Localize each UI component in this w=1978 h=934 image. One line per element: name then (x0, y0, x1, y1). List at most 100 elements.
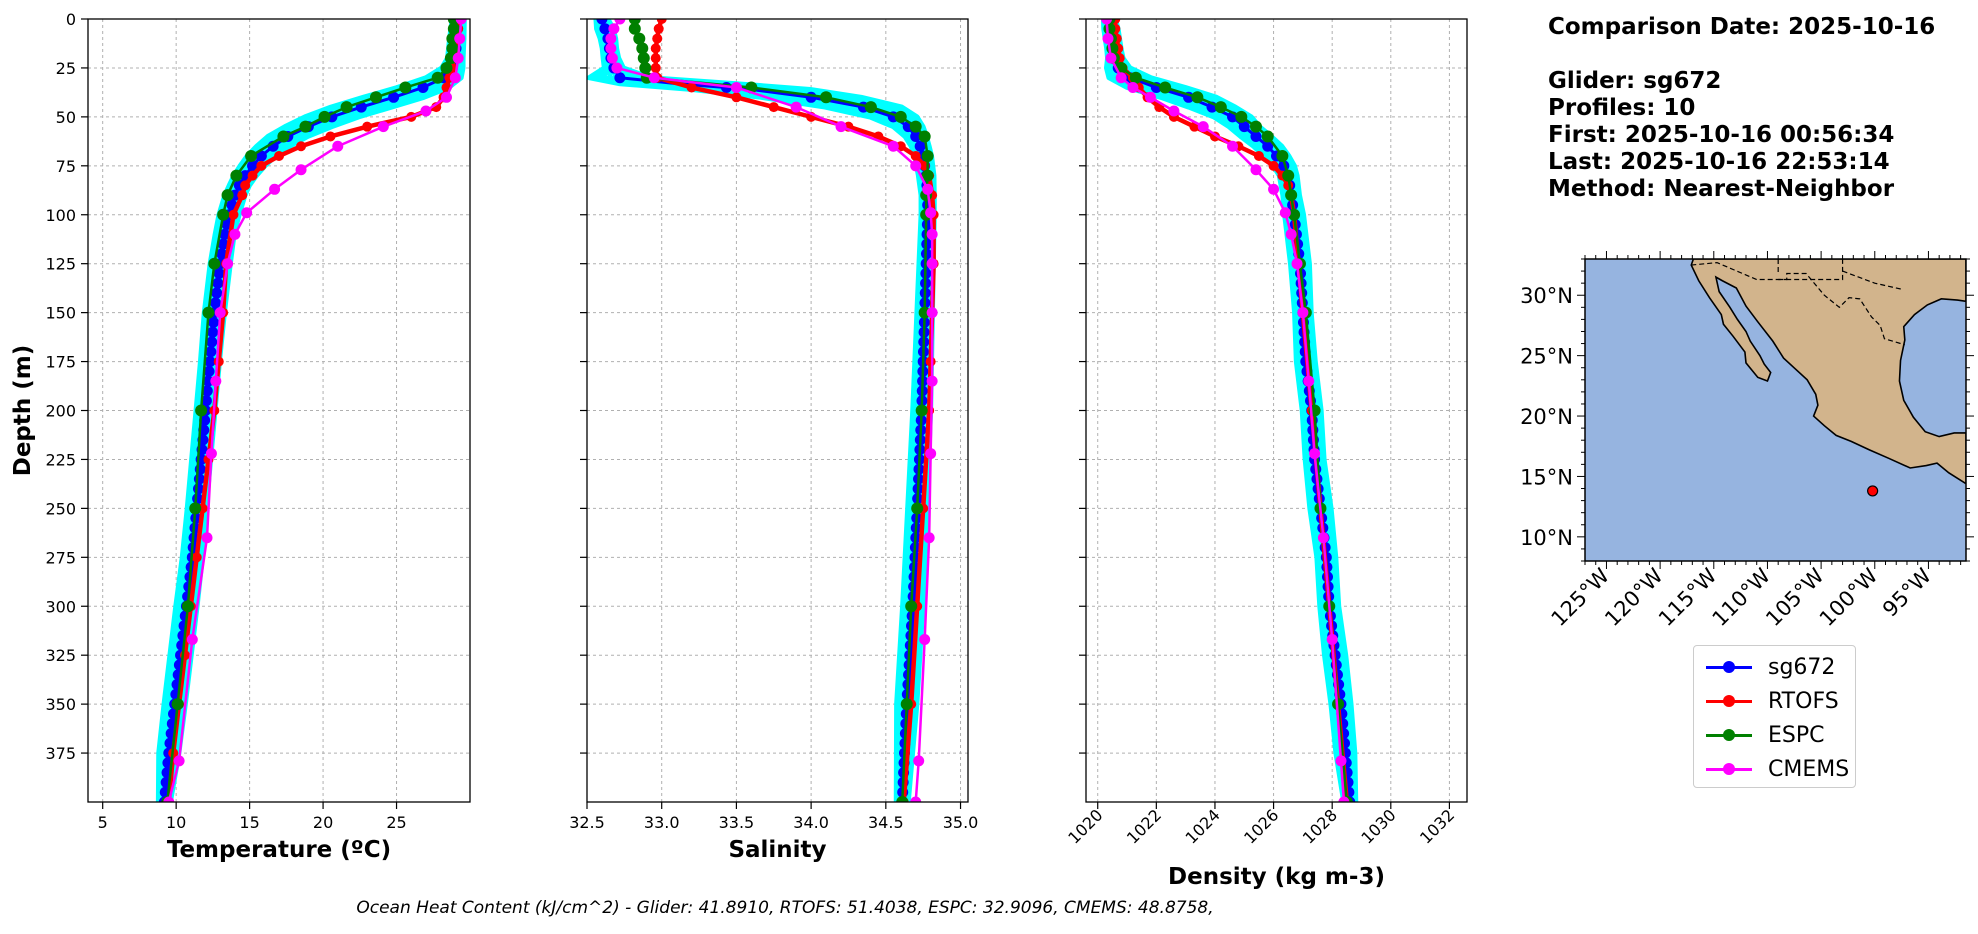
data-point-RTOFS (653, 23, 664, 34)
x-axis-label: Salinity (728, 837, 826, 863)
legend-item-cmems: CMEMS (1704, 754, 1849, 784)
data-point-ESPC (221, 189, 234, 202)
data-point-CMEMS (1335, 755, 1347, 767)
data-point-sg672 (210, 297, 222, 309)
data-point-ESPC (217, 208, 230, 221)
data-point-CMEMS (1101, 19, 1113, 25)
data-point-CMEMS (1297, 307, 1309, 319)
y-tick-label: 50 (56, 108, 76, 127)
data-point-CMEMS (1326, 634, 1338, 646)
data-point-CMEMS (420, 105, 432, 117)
x-tick-label: 15 (239, 813, 259, 832)
data-point-CMEMS (919, 634, 931, 646)
data-point-RTOFS (1253, 151, 1264, 162)
data-point-ESPC (189, 502, 202, 515)
map-lat-label: 30°N (1520, 284, 1573, 308)
data-point-CMEMS (606, 52, 618, 64)
data-point-CMEMS (1102, 33, 1114, 45)
x-tick-label: 34.0 (793, 813, 829, 832)
map-lon-label: 110°W (1708, 563, 1776, 631)
data-point-RTOFS (296, 141, 307, 152)
data-point-CMEMS (214, 307, 226, 319)
data-point-CMEMS (332, 140, 344, 152)
data-point-CMEMS (614, 19, 626, 25)
data-point-sg672 (213, 267, 225, 279)
data-point-CMEMS (1291, 258, 1303, 270)
x-tick-label: 34.5 (868, 813, 904, 832)
data-point-CMEMS (173, 755, 185, 767)
data-point-sg672 (207, 316, 219, 328)
legend-label: sg672 (1768, 654, 1836, 680)
data-point-RTOFS (768, 102, 779, 113)
data-point-CMEMS (1227, 140, 1239, 152)
data-point-RTOFS (895, 141, 906, 152)
data-point-ESPC (896, 796, 909, 802)
data-point-RTOFS (652, 33, 663, 44)
data-point-ESPC (431, 71, 444, 84)
data-point-sg672 (914, 140, 926, 152)
glider-profile-line (1113, 19, 1359, 802)
data-point-RTOFS (274, 151, 284, 162)
data-point-ESPC (1261, 130, 1274, 143)
data-point-ESPC (277, 130, 290, 143)
glider-profile-line (605, 19, 937, 802)
data-point-ESPC (299, 120, 312, 133)
data-point-CMEMS (922, 183, 934, 195)
data-point-CMEMS (1115, 72, 1127, 84)
y-tick-label: 175 (45, 353, 76, 372)
data-point-CMEMS (1197, 121, 1209, 133)
data-point-ESPC (1276, 150, 1289, 163)
data-point-sg672 (202, 375, 214, 387)
location-map: 30°N 25°N 20°N 15°N 10°N 125°W120°W115°W110°W… (1520, 251, 1974, 631)
data-point-CMEMS (1309, 448, 1321, 460)
legend-item-rtofs: RTOFS (1704, 686, 1839, 716)
data-point-sg672 (599, 23, 611, 35)
map-lon-label: 100°W (1815, 563, 1883, 631)
data-point-RTOFS (650, 53, 661, 64)
data-point-ESPC (447, 22, 460, 35)
data-point-sg672 (614, 72, 626, 84)
data-point-ESPC (1285, 189, 1298, 202)
data-point-sg672 (219, 228, 231, 240)
legend-marker (1723, 661, 1735, 673)
data-point-RTOFS (910, 151, 921, 162)
data-point-ESPC (369, 91, 382, 104)
data-point-sg672 (247, 160, 259, 172)
axes-frame (1085, 18, 1468, 803)
data-point-sg672 (805, 91, 817, 103)
data-point-CMEMS (1303, 375, 1315, 387)
data-point-ESPC (1249, 120, 1262, 133)
data-point-sg672 (596, 19, 608, 25)
data-point-ESPC (440, 61, 453, 74)
data-point-RTOFS (325, 131, 336, 142)
data-point-CMEMS (1168, 105, 1180, 117)
series-CMEMS (163, 19, 467, 802)
y-tick-label: 25 (56, 59, 76, 78)
data-point-CMEMS (377, 121, 389, 133)
glider-name: Glider: sg672 (1548, 68, 1722, 94)
data-point-ESPC (911, 502, 924, 515)
data-point-ESPC (1129, 71, 1142, 84)
y-tick-label: 225 (45, 450, 76, 469)
y-tick-label: 350 (45, 695, 76, 714)
data-point-RTOFS (213, 356, 224, 367)
legend-item-sg672: sg672 (1704, 652, 1835, 682)
x-tick-label: 1024 (1182, 805, 1224, 847)
legend-swatch (1704, 725, 1754, 745)
data-point-CMEMS (163, 796, 175, 802)
data-point-CMEMS (1317, 532, 1329, 544)
data-point-ESPC (921, 169, 934, 182)
data-point-CMEMS (926, 258, 938, 270)
data-point-sg672 (216, 248, 228, 260)
data-point-CMEMS (910, 796, 922, 802)
data-point-ESPC (1235, 110, 1248, 123)
x-tick-label: 10 (166, 813, 186, 832)
legend-label: RTOFS (1768, 688, 1839, 714)
data-point-CMEMS (241, 207, 253, 219)
data-point-CMEMS (1338, 796, 1350, 802)
data-point-ESPC (637, 52, 650, 65)
data-point-sg672 (388, 91, 400, 103)
map-lon-label: 105°W (1761, 563, 1829, 631)
y-tick-label: 250 (45, 499, 76, 518)
data-point-RTOFS (656, 19, 667, 24)
